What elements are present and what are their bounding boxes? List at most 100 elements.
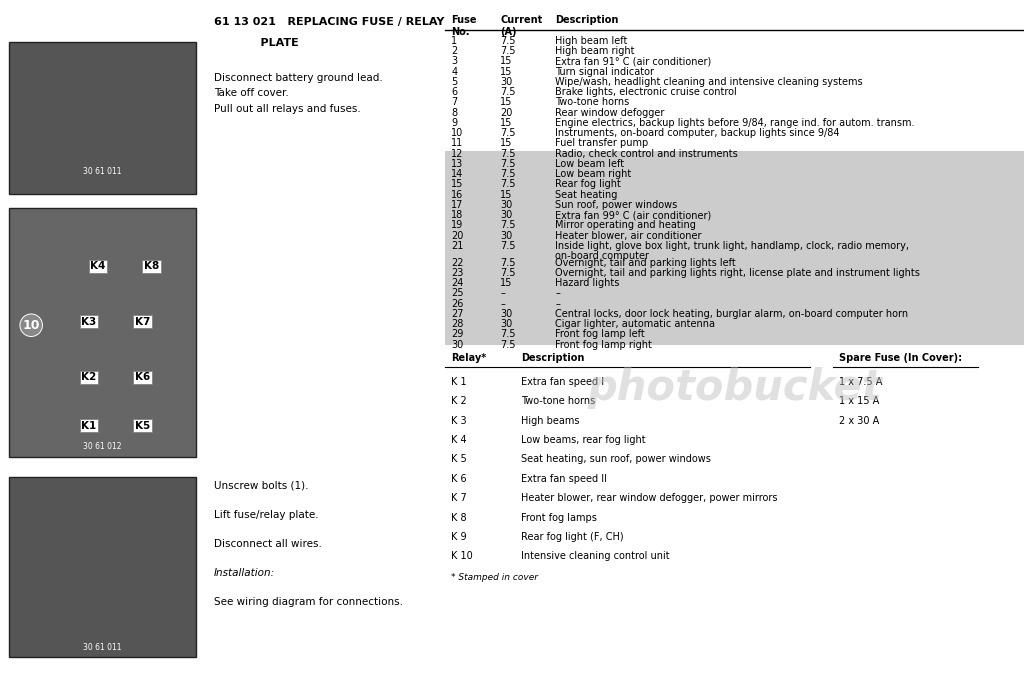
Text: Front fog lamp left: Front fog lamp left (555, 329, 645, 339)
Text: 30: 30 (452, 340, 464, 349)
Text: photobucket: photobucket (588, 367, 882, 408)
Text: 9: 9 (452, 118, 458, 128)
Text: 4: 4 (452, 66, 458, 77)
Text: 7.5: 7.5 (501, 87, 516, 97)
Text: K1: K1 (82, 421, 96, 430)
Text: Low beam right: Low beam right (555, 169, 632, 179)
Text: Brake lights, electronic cruise control: Brake lights, electronic cruise control (555, 87, 737, 97)
FancyBboxPatch shape (9, 42, 196, 194)
Text: Engine electrics, backup lights before 9/84, range ind. for autom. transm.: Engine electrics, backup lights before 9… (555, 118, 914, 128)
Text: K6: K6 (135, 372, 151, 382)
Text: Spare Fuse (In Cover):: Spare Fuse (In Cover): (839, 354, 962, 363)
Text: Rear fog light (F, CH): Rear fog light (F, CH) (520, 532, 624, 542)
Text: 7.5: 7.5 (501, 36, 516, 46)
Text: K 3: K 3 (452, 416, 467, 426)
Text: Overnight, tail and parking lights right, license plate and instrument lights: Overnight, tail and parking lights right… (555, 268, 921, 278)
Text: Sun roof, power windows: Sun roof, power windows (555, 200, 678, 210)
Text: 20: 20 (501, 108, 513, 118)
Text: Current
(A): Current (A) (501, 15, 543, 37)
Text: Intensive cleaning control unit: Intensive cleaning control unit (520, 552, 670, 561)
Text: 28: 28 (452, 319, 464, 329)
Text: 15: 15 (501, 118, 513, 128)
Text: 11: 11 (452, 138, 464, 148)
Text: –: – (501, 299, 505, 309)
Text: 15: 15 (501, 66, 513, 77)
Text: Front fog lamp right: Front fog lamp right (555, 340, 652, 349)
Text: K8: K8 (143, 262, 159, 271)
Text: 7.5: 7.5 (501, 329, 516, 339)
Bar (445, 348, 1024, 692)
Text: 23: 23 (452, 268, 464, 278)
Text: 12: 12 (452, 149, 464, 158)
Text: Central locks, door lock heating, burglar alarm, on-board computer horn: Central locks, door lock heating, burgla… (555, 309, 908, 319)
Text: 30: 30 (501, 200, 513, 210)
Text: K 9: K 9 (452, 532, 467, 542)
Text: 27: 27 (452, 309, 464, 319)
Text: 7.5: 7.5 (501, 179, 516, 190)
Text: 7.5: 7.5 (501, 46, 516, 56)
Text: 7.5: 7.5 (501, 257, 516, 268)
Text: 3: 3 (452, 57, 458, 66)
Text: K7: K7 (135, 317, 151, 327)
Text: Description: Description (520, 354, 584, 363)
Text: –: – (555, 289, 560, 298)
Text: –: – (501, 289, 505, 298)
Text: Unscrew bolts (1).: Unscrew bolts (1). (214, 481, 308, 491)
Text: 30: 30 (501, 319, 513, 329)
Text: 8: 8 (452, 108, 458, 118)
Text: * Stamped in cover: * Stamped in cover (452, 574, 539, 583)
Text: Turn signal indicator: Turn signal indicator (555, 66, 654, 77)
Text: High beam right: High beam right (555, 46, 635, 56)
Text: 1: 1 (452, 36, 458, 46)
Text: 7.5: 7.5 (501, 268, 516, 278)
Text: PLATE: PLATE (214, 38, 299, 48)
Text: 7.5: 7.5 (501, 169, 516, 179)
Text: 17: 17 (452, 200, 464, 210)
Text: 30 61 011: 30 61 011 (83, 167, 122, 176)
Text: K 6: K 6 (452, 474, 467, 484)
Text: Radio, check control and instruments: Radio, check control and instruments (555, 149, 738, 158)
Text: K4: K4 (90, 262, 105, 271)
Text: 15: 15 (501, 57, 513, 66)
Text: 29: 29 (452, 329, 464, 339)
Text: K5: K5 (135, 421, 151, 430)
Text: 22: 22 (452, 257, 464, 268)
Text: 30: 30 (501, 210, 513, 220)
Text: 24: 24 (452, 278, 464, 288)
Text: Cigar lighter, automatic antenna: Cigar lighter, automatic antenna (555, 319, 716, 329)
Text: 10: 10 (452, 128, 464, 138)
Text: 7.5: 7.5 (501, 159, 516, 169)
Text: 15: 15 (501, 278, 513, 288)
Text: Low beams, rear fog light: Low beams, rear fog light (520, 435, 645, 445)
Text: K 8: K 8 (452, 513, 467, 522)
Text: Overnight, tail and parking lights left: Overnight, tail and parking lights left (555, 257, 736, 268)
Text: 25: 25 (452, 289, 464, 298)
Text: 18: 18 (452, 210, 464, 220)
Text: 21: 21 (452, 241, 464, 251)
Text: 30: 30 (501, 230, 513, 241)
Text: Extra fan speed II: Extra fan speed II (520, 474, 606, 484)
Text: Extra fan 91° C (air conditioner): Extra fan 91° C (air conditioner) (555, 57, 712, 66)
Text: 7.5: 7.5 (501, 241, 516, 251)
Text: Extra fan 99° C (air conditioner): Extra fan 99° C (air conditioner) (555, 210, 712, 220)
Text: Seat heating: Seat heating (555, 190, 617, 199)
Text: Fuse
No.: Fuse No. (452, 15, 477, 37)
Text: Rear fog light: Rear fog light (555, 179, 622, 190)
Text: Seat heating, sun roof, power windows: Seat heating, sun roof, power windows (520, 455, 711, 464)
Text: Mirror operating and heating: Mirror operating and heating (555, 220, 696, 230)
Text: Fuel transfer pump: Fuel transfer pump (555, 138, 648, 148)
Text: Wipe/wash, headlight cleaning and intensive cleaning systems: Wipe/wash, headlight cleaning and intens… (555, 77, 863, 87)
Text: Extra fan speed I: Extra fan speed I (520, 377, 604, 387)
Text: Relay*: Relay* (452, 354, 486, 363)
Text: Two-tone horns: Two-tone horns (555, 98, 630, 107)
Text: 20: 20 (452, 230, 464, 241)
Text: Disconnect battery ground lead.
Take off cover.
Pull out all relays and fuses.: Disconnect battery ground lead. Take off… (214, 73, 383, 114)
Text: 14: 14 (452, 169, 464, 179)
Text: 7: 7 (452, 98, 458, 107)
Text: 7.5: 7.5 (501, 128, 516, 138)
Text: 2: 2 (452, 46, 458, 56)
Text: 30: 30 (501, 77, 513, 87)
Text: 61 13 021   REPLACING FUSE / RELAY: 61 13 021 REPLACING FUSE / RELAY (214, 17, 444, 27)
Text: 10: 10 (23, 319, 40, 331)
Text: 19: 19 (452, 220, 464, 230)
